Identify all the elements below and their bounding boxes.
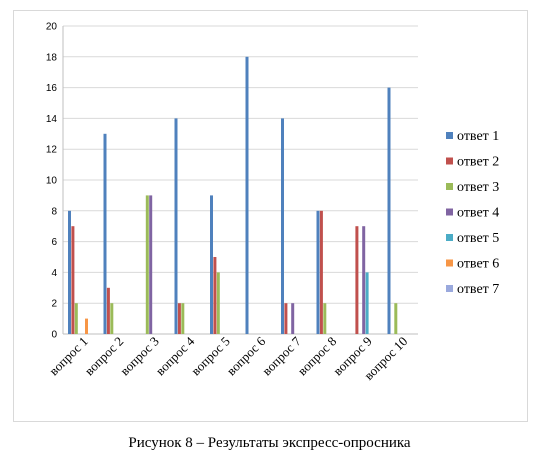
chart-frame [13, 10, 528, 422]
bar [149, 195, 153, 334]
bar [319, 210, 323, 334]
bar [71, 226, 75, 334]
bar [284, 303, 288, 334]
y-tick-label: 20 [46, 22, 58, 33]
y-tick-label: 14 [46, 114, 58, 125]
y-tick-label: 0 [51, 330, 57, 341]
bar [291, 303, 295, 334]
legend-label: ответ 6 [457, 257, 499, 272]
legend-swatch [446, 259, 453, 267]
y-tick-label: 8 [51, 206, 57, 217]
bar [365, 272, 369, 334]
bar [177, 303, 181, 334]
y-tick-label: 16 [46, 83, 58, 94]
y-tick-label: 12 [46, 145, 58, 156]
legend-label: ответ 7 [457, 282, 499, 297]
figure-caption: Рисунок 8 – Результаты экспресс-опросник… [128, 435, 411, 451]
legend-label: ответ 5 [457, 231, 499, 246]
y-tick-label: 2 [51, 299, 57, 310]
y-tick-label: 4 [51, 268, 57, 279]
bar [362, 226, 366, 334]
bar [74, 303, 78, 334]
legend-swatch [446, 157, 453, 165]
y-tick-label: 6 [51, 237, 57, 248]
bar [216, 272, 220, 334]
legend-swatch [446, 183, 453, 190]
legend-swatch [446, 234, 453, 241]
bar [106, 287, 110, 334]
bar [323, 303, 327, 334]
legend-label: ответ 3 [457, 180, 499, 195]
y-tick-label: 10 [46, 176, 58, 187]
legend-label: ответ 2 [457, 155, 499, 170]
bar [387, 87, 391, 334]
y-tick-label: 18 [46, 52, 58, 63]
bar [355, 226, 359, 334]
bar [110, 303, 114, 334]
bar [210, 195, 213, 334]
bar [281, 118, 284, 335]
bar [181, 303, 185, 334]
legend-swatch [446, 208, 453, 216]
bar [394, 303, 398, 334]
bar [68, 210, 71, 334]
bar [316, 210, 320, 334]
bar [145, 195, 149, 334]
legend-label: ответ 4 [457, 206, 499, 221]
legend-swatch [446, 132, 453, 139]
bar [103, 133, 107, 334]
legend-label: ответ 1 [457, 129, 499, 144]
bar [245, 56, 249, 335]
bar [85, 318, 88, 334]
bar [213, 257, 217, 334]
legend-swatch [446, 285, 453, 292]
bar [174, 118, 178, 335]
